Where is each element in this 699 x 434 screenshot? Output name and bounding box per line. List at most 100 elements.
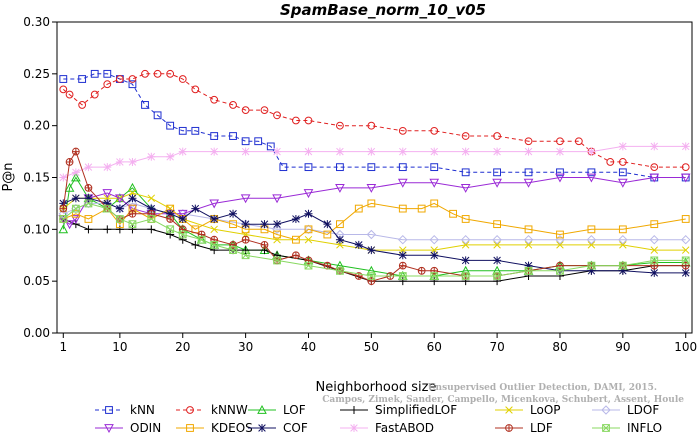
data-point-knn <box>141 101 149 109</box>
legend-item-loop: LoOP <box>495 403 561 417</box>
data-point-knnw <box>273 111 281 120</box>
data-point-odin <box>64 220 75 230</box>
data-point-fastabod <box>147 152 156 161</box>
data-point-simplifiedlof <box>103 225 112 234</box>
data-point-cof <box>681 268 690 277</box>
legend-marker-knnw <box>186 406 194 414</box>
data-point-ldf <box>417 266 426 275</box>
data-point-ldof <box>303 224 314 235</box>
data-point-knnw <box>241 106 250 115</box>
data-point-ldof <box>649 234 659 245</box>
series-line-knnw <box>62 73 686 168</box>
data-point-ldof <box>586 234 597 245</box>
data-point-loop <box>524 241 533 249</box>
data-point-fastabod <box>128 157 137 166</box>
data-point-knn <box>524 168 533 177</box>
data-point-knn <box>279 163 288 172</box>
data-point-cof <box>323 220 332 229</box>
data-point-loop <box>461 241 470 249</box>
data-point-ldof <box>460 234 471 245</box>
data-point-kdeos <box>304 225 313 234</box>
x-tick-label: 90 <box>615 340 630 354</box>
data-point-cof <box>166 209 175 218</box>
y-axis-label: P@n <box>1 162 16 191</box>
x-tick-label: 80 <box>552 340 567 354</box>
data-point-ldof <box>523 234 534 245</box>
data-point-odin <box>366 183 377 193</box>
data-point-ldf <box>128 209 137 218</box>
series-fastabod <box>59 142 690 182</box>
data-point-ldf <box>166 215 175 223</box>
data-point-knn <box>266 142 275 151</box>
data-point-knn <box>103 69 112 78</box>
data-point-simplifiedlof <box>398 277 407 286</box>
data-point-odin <box>680 173 691 183</box>
data-point-ldf <box>398 261 407 270</box>
data-point-knn <box>191 126 200 135</box>
data-point-knn <box>178 126 187 135</box>
data-point-knnw <box>229 101 237 109</box>
data-point-simplifiedlof <box>166 230 175 239</box>
data-point-ldof <box>681 234 691 245</box>
data-point-fastabod <box>103 163 112 172</box>
legend-label-knn: kNN <box>130 403 155 417</box>
legend-item-inflo: INFLO <box>592 421 662 434</box>
legend-marker-simplifiedlof <box>350 406 358 414</box>
data-point-fastabod <box>166 152 175 161</box>
y-tick-label: 0.10 <box>23 222 50 236</box>
legend-item-kdeos: KDEOS <box>176 421 253 434</box>
data-point-kdeos <box>556 230 564 239</box>
data-point-odin <box>115 194 125 204</box>
data-point-knnw <box>115 75 124 83</box>
data-point-cof <box>191 204 200 213</box>
data-point-kdeos <box>650 220 659 229</box>
data-point-ldf <box>65 158 74 166</box>
data-point-fastabod <box>681 142 690 151</box>
data-point-ldf <box>84 184 93 192</box>
data-point-kdeos <box>367 199 376 208</box>
data-point-knn <box>166 121 175 130</box>
data-point-odin <box>177 209 188 219</box>
data-point-ldof <box>127 198 138 209</box>
data-point-simplifiedlof <box>147 225 156 234</box>
data-point-kdeos <box>449 209 457 218</box>
source-watermark: Unsupervised Outlier Detection, DAMI, 20… <box>322 383 684 405</box>
data-point-odin <box>303 189 314 199</box>
data-point-fastabod <box>241 147 250 156</box>
y-tick-label: 0.00 <box>23 326 50 340</box>
data-point-fastabod <box>367 147 376 156</box>
data-point-ldof <box>366 229 377 240</box>
data-point-inflo <box>178 230 187 239</box>
data-point-lof <box>127 182 138 192</box>
data-point-knnw <box>398 126 407 135</box>
data-point-knn <box>618 168 627 177</box>
data-point-fastabod <box>587 147 596 156</box>
data-point-cof <box>354 240 363 249</box>
data-point-lof <box>366 265 377 275</box>
data-point-cof <box>493 256 502 265</box>
series-line-knn <box>63 73 686 178</box>
data-point-knn <box>493 168 501 177</box>
data-point-simplifiedlof <box>71 220 80 229</box>
data-point-knnw <box>606 158 615 166</box>
data-point-knn <box>153 111 162 120</box>
data-point-kdeos <box>398 204 407 213</box>
data-point-knnw <box>210 95 219 104</box>
legend-marker-ldof <box>601 405 611 415</box>
data-point-inflo <box>84 199 93 208</box>
data-point-cof <box>304 209 313 218</box>
x-tick-label: 70 <box>489 340 504 354</box>
data-point-knnw <box>681 163 690 172</box>
data-point-knn <box>398 163 407 172</box>
data-point-odin <box>586 173 597 183</box>
data-point-kdeos <box>524 225 533 234</box>
data-point-odin <box>555 173 565 183</box>
legend-marker-loop <box>505 406 513 414</box>
data-point-fastabod <box>461 147 470 156</box>
data-point-cof <box>210 214 219 223</box>
data-point-lof <box>71 172 81 182</box>
data-point-cof <box>178 214 187 223</box>
data-point-kdeos <box>336 220 344 229</box>
data-point-knnw <box>461 132 470 140</box>
